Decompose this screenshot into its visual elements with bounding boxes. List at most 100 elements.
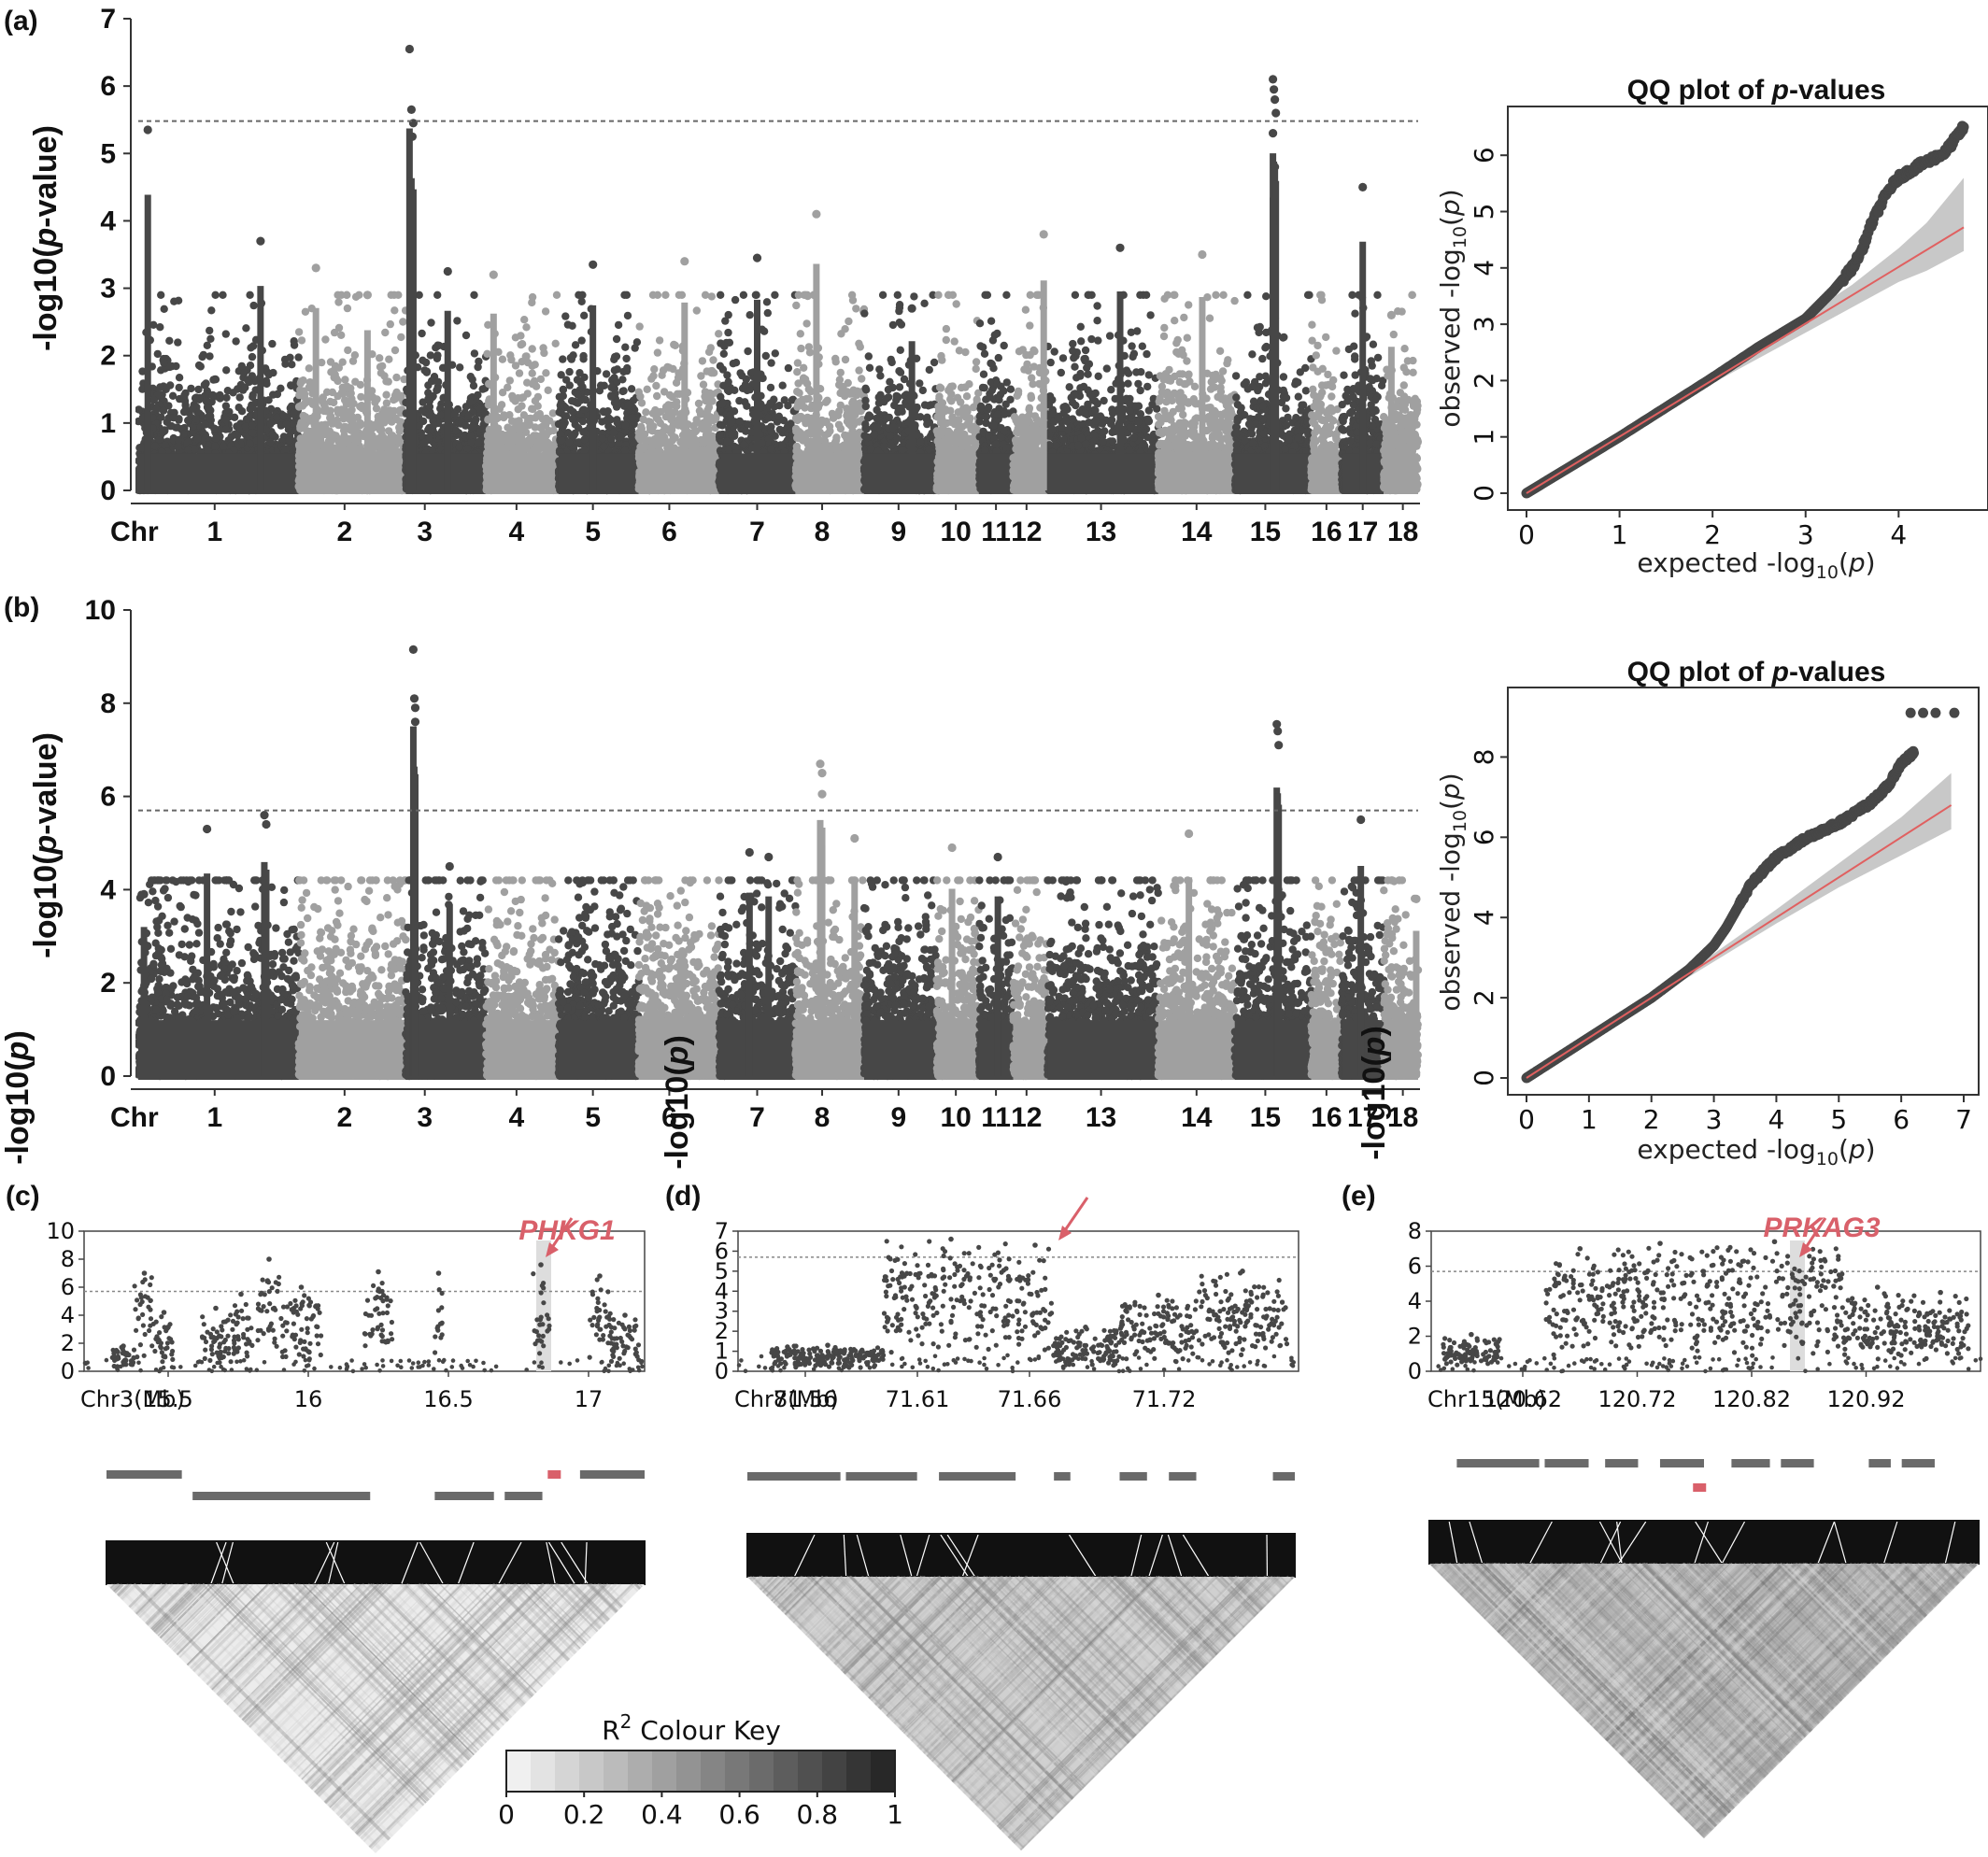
snp-point <box>465 398 475 406</box>
snp-point <box>273 413 281 422</box>
snp-point <box>305 444 314 452</box>
snp-point <box>483 349 491 358</box>
snp-point <box>330 328 339 337</box>
snp-point <box>202 379 210 388</box>
snp-point <box>207 306 216 315</box>
snp-point <box>338 358 347 366</box>
snp-point <box>427 319 435 327</box>
snp-point <box>221 425 230 433</box>
snp-point <box>450 410 460 418</box>
snp-point <box>468 422 477 432</box>
snp-point <box>248 352 257 361</box>
snp-point <box>433 291 442 299</box>
snp-point <box>376 369 386 377</box>
snp-point <box>184 416 192 425</box>
snp-point <box>193 434 202 444</box>
snp-point <box>319 393 327 402</box>
snp-point <box>425 397 433 405</box>
snp-point <box>221 402 231 410</box>
snp-point <box>165 336 174 345</box>
snp-point <box>211 291 220 299</box>
snp-point <box>433 354 442 362</box>
snp-point <box>206 326 214 335</box>
snp-point <box>334 291 342 299</box>
snp-point <box>211 442 220 451</box>
snp-point <box>321 335 330 344</box>
snp-point <box>211 434 220 443</box>
snp-point <box>452 426 461 435</box>
snp-point <box>341 376 349 384</box>
snp-point <box>305 383 313 392</box>
snp-point <box>433 377 443 386</box>
snp-point <box>135 405 143 414</box>
snp-point <box>175 374 184 382</box>
snp-point <box>350 351 360 360</box>
panel-label-a: (a) <box>4 6 38 36</box>
snp-point <box>282 420 291 429</box>
snp-point <box>300 390 309 398</box>
snp-point <box>376 354 384 362</box>
snp-point <box>455 443 463 451</box>
snp-point <box>356 380 364 390</box>
snp-point <box>329 366 338 376</box>
snp-point <box>269 431 277 439</box>
snp-point <box>381 328 390 337</box>
chromosome-band <box>138 453 299 494</box>
snp-point <box>189 404 197 413</box>
snp-point <box>346 407 355 417</box>
snp-point <box>266 438 275 447</box>
snp-point <box>232 337 240 346</box>
snp-point <box>159 428 167 436</box>
snp-point <box>160 305 168 313</box>
snp-point <box>196 362 205 371</box>
snp-point <box>187 384 195 393</box>
snp-point <box>281 445 291 453</box>
snp-point <box>498 355 507 363</box>
snp-point <box>174 435 183 445</box>
snp-point <box>241 422 250 431</box>
snp-point <box>208 390 217 400</box>
snp-point <box>334 298 343 306</box>
snp-point <box>422 368 431 376</box>
snp-point <box>399 318 407 326</box>
snp-point <box>166 421 175 431</box>
snp-point <box>343 304 352 313</box>
snp-point <box>175 383 183 392</box>
snp-point <box>397 333 405 342</box>
snp-point <box>382 390 390 399</box>
snp-point <box>285 436 293 445</box>
snp-point <box>174 338 182 347</box>
snp-point <box>237 361 246 371</box>
snp-point <box>297 440 305 448</box>
snp-point <box>474 362 482 372</box>
snp-point <box>434 341 444 350</box>
snp-point <box>430 421 438 430</box>
snp-point <box>347 384 355 392</box>
snp-point <box>425 411 433 419</box>
snp-point <box>211 375 220 384</box>
snp-point <box>268 339 277 348</box>
snp-point <box>337 389 347 397</box>
snp-point <box>345 399 353 407</box>
snp-point <box>470 291 478 299</box>
snp-point <box>296 422 305 431</box>
snp-point <box>378 361 387 371</box>
snp-point <box>201 420 209 429</box>
snp-point <box>328 388 336 397</box>
snp-point <box>303 397 312 406</box>
snp-point <box>297 336 306 345</box>
snp-point <box>248 429 257 437</box>
snp-point <box>380 405 389 414</box>
snp-point <box>462 331 471 340</box>
snp-point <box>288 361 296 369</box>
snp-point <box>425 432 433 442</box>
snp-point <box>234 404 243 412</box>
snp-point <box>338 445 347 453</box>
snp-point <box>385 355 393 363</box>
snp-point <box>392 434 401 443</box>
snp-point <box>266 419 275 429</box>
snp-point <box>219 442 228 450</box>
snp-point <box>382 416 390 425</box>
snp-point <box>246 439 254 448</box>
